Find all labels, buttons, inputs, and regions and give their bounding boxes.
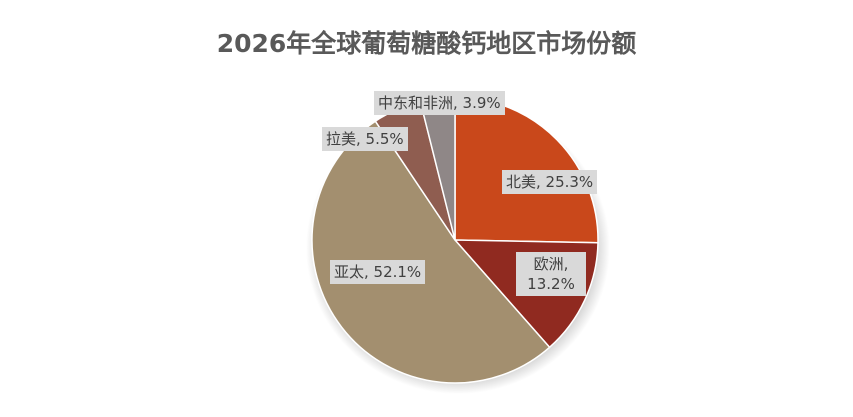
data-label: 欧洲, 13.2% [516, 252, 586, 296]
data-label: 中东和非洲, 3.9% [374, 91, 505, 115]
pie-slice [311, 120, 551, 384]
data-label: 拉美, 5.5% [322, 127, 408, 151]
chart-title: 2026年全球葡萄糖酸钙地区市场份额 [216, 29, 637, 58]
data-label: 亚太, 52.1% [330, 260, 426, 284]
data-label: 北美, 25.3% [502, 170, 598, 194]
